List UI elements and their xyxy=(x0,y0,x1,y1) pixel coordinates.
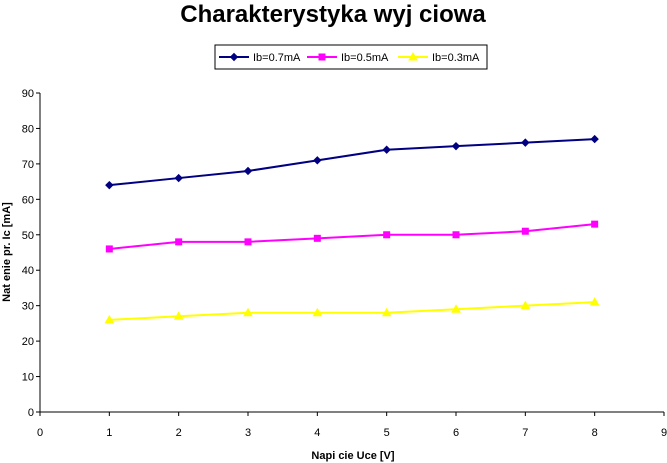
y-tick-label: 50 xyxy=(22,230,34,242)
data-point xyxy=(104,314,115,324)
x-tick-label: 8 xyxy=(592,427,598,439)
y-tick-label: 80 xyxy=(22,123,34,135)
x-tick-label: 5 xyxy=(384,427,390,439)
legend-item-2: Ib=0.3mA xyxy=(398,51,480,64)
x-tick-label: 2 xyxy=(176,427,182,439)
data-point xyxy=(451,141,461,151)
legend-item-0: Ib=0.7mA xyxy=(219,52,301,64)
y-tick-label: 60 xyxy=(22,194,34,206)
data-point xyxy=(452,231,460,239)
legend-label: Ib=0.7mA xyxy=(253,52,301,64)
data-point xyxy=(520,300,531,310)
data-point xyxy=(105,245,113,253)
data-point xyxy=(521,227,529,235)
y-tick-label: 90 xyxy=(22,88,34,100)
data-point xyxy=(381,307,392,317)
x-tick-label: 3 xyxy=(245,427,251,439)
data-point xyxy=(383,231,391,239)
y-tick-label: 70 xyxy=(22,159,34,171)
legend-item-1: Ib=0.5mA xyxy=(307,52,389,64)
legend-swatch-marker xyxy=(229,52,239,62)
legend-label: Ib=0.3mA xyxy=(432,52,480,64)
data-point xyxy=(243,166,253,176)
data-point xyxy=(175,238,183,246)
x-tick-label: 9 xyxy=(661,427,667,439)
data-point xyxy=(174,173,183,183)
y-tick-label: 40 xyxy=(22,265,34,277)
data-point xyxy=(313,156,322,165)
y-tick-label: 20 xyxy=(22,336,34,348)
data-point xyxy=(521,138,530,147)
data-point xyxy=(244,238,252,246)
data-point xyxy=(173,311,184,320)
data-point xyxy=(590,134,599,144)
series-line xyxy=(109,138,595,187)
data-point xyxy=(591,220,599,228)
data-point xyxy=(243,307,253,317)
legend: Ib=0.7mA Ib=0.5mA Ib=0.3mA xyxy=(214,44,488,70)
data-point xyxy=(589,297,600,306)
plot-area: 0 10 20 30 40 50 60 70 80 90 0 1 2 3 4 5 6 7 8 9 xyxy=(22,88,667,439)
data-point xyxy=(312,307,323,317)
x-tick-label: 6 xyxy=(453,427,459,439)
data-point xyxy=(451,304,461,313)
y-tick-label: 30 xyxy=(22,301,34,313)
series-2 xyxy=(104,297,600,324)
x-tick-label: 7 xyxy=(522,427,528,439)
data-point xyxy=(382,145,391,154)
legend-box xyxy=(214,44,488,70)
series-0 xyxy=(105,134,599,190)
y-tick-label: 0 xyxy=(28,407,34,419)
legend-swatch-marker xyxy=(408,51,418,61)
data-point xyxy=(105,180,114,190)
y-tick-label: 10 xyxy=(22,372,34,384)
series-1 xyxy=(105,220,599,253)
legend-label: Ib=0.5mA xyxy=(341,52,389,64)
data-point xyxy=(313,234,321,242)
series-line xyxy=(109,301,595,321)
x-tick-label: 4 xyxy=(314,427,320,439)
x-axis-title: Napi cie Uce [V] xyxy=(311,450,394,462)
chart-title: Charakterystyka wyj ciowa xyxy=(180,1,486,28)
y-axis-title: Nat enie pr. Ic [mA] xyxy=(1,202,13,302)
x-tick-label: 0 xyxy=(37,427,43,439)
legend-swatch-marker xyxy=(318,53,326,61)
x-tick-label: 1 xyxy=(106,427,112,439)
series-line xyxy=(109,223,595,250)
